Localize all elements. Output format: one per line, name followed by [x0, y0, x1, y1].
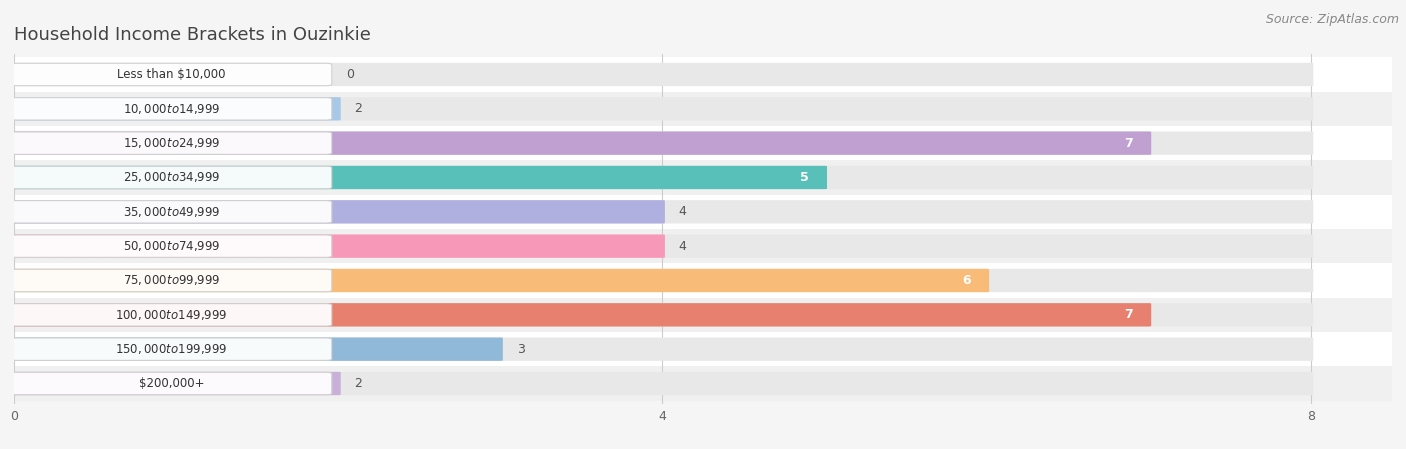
- FancyBboxPatch shape: [11, 304, 332, 326]
- Text: $10,000 to $14,999: $10,000 to $14,999: [122, 102, 219, 116]
- Text: $50,000 to $74,999: $50,000 to $74,999: [122, 239, 219, 253]
- FancyBboxPatch shape: [14, 298, 1392, 332]
- FancyBboxPatch shape: [11, 97, 1313, 120]
- Text: $75,000 to $99,999: $75,000 to $99,999: [122, 273, 219, 287]
- Text: 2: 2: [354, 377, 363, 390]
- FancyBboxPatch shape: [14, 229, 1392, 263]
- FancyBboxPatch shape: [11, 132, 1152, 155]
- Text: Source: ZipAtlas.com: Source: ZipAtlas.com: [1265, 13, 1399, 26]
- Text: 3: 3: [516, 343, 524, 356]
- FancyBboxPatch shape: [11, 303, 1152, 326]
- FancyBboxPatch shape: [11, 338, 1313, 361]
- FancyBboxPatch shape: [11, 338, 332, 361]
- FancyBboxPatch shape: [14, 366, 1392, 401]
- Text: 4: 4: [679, 240, 686, 253]
- FancyBboxPatch shape: [11, 234, 1313, 258]
- Text: 5: 5: [800, 171, 808, 184]
- FancyBboxPatch shape: [14, 195, 1392, 229]
- Text: 6: 6: [962, 274, 970, 287]
- FancyBboxPatch shape: [14, 57, 1392, 92]
- FancyBboxPatch shape: [11, 166, 332, 189]
- FancyBboxPatch shape: [11, 269, 332, 292]
- Text: 0: 0: [346, 68, 354, 81]
- FancyBboxPatch shape: [14, 332, 1392, 366]
- FancyBboxPatch shape: [14, 92, 1392, 126]
- FancyBboxPatch shape: [11, 200, 1313, 224]
- Text: $150,000 to $199,999: $150,000 to $199,999: [115, 342, 228, 356]
- FancyBboxPatch shape: [11, 372, 340, 395]
- Text: 4: 4: [679, 205, 686, 218]
- FancyBboxPatch shape: [11, 234, 665, 258]
- FancyBboxPatch shape: [11, 97, 340, 120]
- FancyBboxPatch shape: [11, 200, 665, 224]
- Text: $15,000 to $24,999: $15,000 to $24,999: [122, 136, 219, 150]
- FancyBboxPatch shape: [11, 63, 332, 86]
- FancyBboxPatch shape: [11, 166, 827, 189]
- FancyBboxPatch shape: [11, 338, 503, 361]
- FancyBboxPatch shape: [11, 269, 988, 292]
- FancyBboxPatch shape: [11, 303, 1313, 326]
- FancyBboxPatch shape: [11, 235, 332, 257]
- FancyBboxPatch shape: [11, 132, 1313, 155]
- Text: 2: 2: [354, 102, 363, 115]
- FancyBboxPatch shape: [11, 166, 1313, 189]
- FancyBboxPatch shape: [11, 372, 1313, 395]
- Text: $100,000 to $149,999: $100,000 to $149,999: [115, 308, 228, 322]
- FancyBboxPatch shape: [14, 160, 1392, 195]
- FancyBboxPatch shape: [11, 201, 332, 223]
- FancyBboxPatch shape: [11, 63, 1313, 86]
- Text: Less than $10,000: Less than $10,000: [117, 68, 225, 81]
- FancyBboxPatch shape: [11, 132, 332, 154]
- FancyBboxPatch shape: [14, 263, 1392, 298]
- FancyBboxPatch shape: [11, 269, 1313, 292]
- Text: $35,000 to $49,999: $35,000 to $49,999: [122, 205, 219, 219]
- Text: Household Income Brackets in Ouzinkie: Household Income Brackets in Ouzinkie: [14, 26, 371, 44]
- FancyBboxPatch shape: [11, 372, 332, 395]
- Text: $200,000+: $200,000+: [139, 377, 204, 390]
- Text: 7: 7: [1123, 308, 1133, 321]
- FancyBboxPatch shape: [14, 126, 1392, 160]
- Text: $25,000 to $34,999: $25,000 to $34,999: [122, 171, 219, 185]
- Text: 7: 7: [1123, 136, 1133, 150]
- FancyBboxPatch shape: [11, 97, 332, 120]
